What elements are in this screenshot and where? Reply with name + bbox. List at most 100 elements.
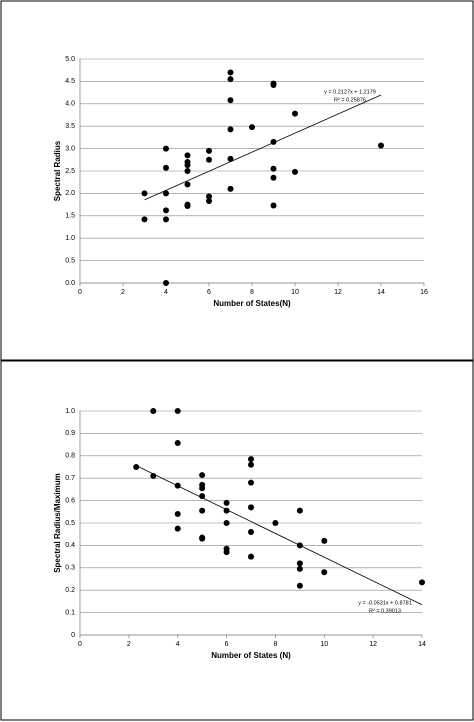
x-tick-label: 4	[164, 289, 168, 296]
point	[227, 76, 234, 83]
point	[248, 461, 254, 468]
point	[174, 511, 181, 518]
x-tick-label: 6	[225, 641, 229, 648]
point	[163, 190, 169, 197]
trendline	[136, 465, 423, 606]
point	[163, 207, 169, 214]
x-tick-label: 2	[127, 641, 131, 648]
point	[270, 165, 277, 172]
x-tick-label: 0	[78, 289, 82, 296]
y-tick-label: 1.0	[65, 408, 75, 415]
y-tick-label: 0.5	[65, 520, 75, 527]
x-tick-label: 16	[420, 289, 428, 296]
point	[227, 185, 234, 192]
point	[206, 198, 212, 205]
trendline-equation: R² = 0.25876	[334, 97, 366, 103]
x-tick-label: 12	[334, 289, 342, 296]
y-tick-label: 0	[71, 632, 75, 639]
point	[248, 528, 254, 535]
point	[270, 174, 277, 181]
x-tick-label: 14	[377, 289, 385, 296]
point	[199, 485, 206, 492]
y-tick-label: 4.5	[65, 78, 75, 85]
point	[296, 565, 303, 572]
point	[227, 155, 234, 162]
y-tick-label: 3.0	[65, 145, 75, 152]
point	[184, 162, 191, 169]
point	[296, 582, 303, 589]
y-tick-label: 0.0	[65, 280, 75, 287]
y-axis-label: Spectral Radius/Maximum	[53, 473, 62, 573]
point	[270, 81, 277, 88]
point	[223, 520, 230, 526]
point	[199, 493, 206, 500]
point	[184, 152, 191, 159]
point	[292, 110, 298, 117]
x-tick-label: 10	[291, 289, 299, 296]
trendline-equation: y = -0.0531x + 0.8781	[358, 600, 412, 606]
point	[296, 507, 303, 514]
point	[227, 126, 234, 133]
point	[378, 142, 384, 149]
point	[227, 97, 234, 104]
point	[133, 464, 140, 470]
x-tick-label: 6	[207, 289, 211, 296]
point	[248, 456, 254, 463]
y-tick-label: 0.8	[65, 453, 75, 460]
trendline-equation: y = 0.2127x + 1.2179	[324, 89, 376, 95]
point	[163, 280, 169, 286]
point	[199, 472, 206, 479]
point	[150, 408, 157, 414]
point	[248, 504, 254, 511]
point	[292, 168, 298, 175]
y-tick-label: 4.0	[65, 101, 75, 108]
y-tick-label: 3.5	[65, 123, 75, 130]
x-tick-label: 10	[320, 641, 328, 648]
point	[321, 537, 328, 544]
point	[141, 216, 148, 223]
point	[248, 479, 254, 486]
y-axis-label: Spectral Radius	[53, 140, 62, 201]
point	[174, 525, 181, 532]
y-tick-label: 2.0	[65, 190, 75, 197]
point	[321, 569, 328, 576]
point	[206, 156, 212, 163]
x-tick-label: 14	[418, 641, 426, 648]
frame	[0, 360, 474, 721]
point	[296, 560, 303, 567]
x-tick-label: 2	[121, 289, 125, 296]
y-tick-label: 0.4	[65, 542, 75, 549]
y-tick-label: 1.0	[65, 235, 75, 242]
point	[163, 216, 169, 223]
y-tick-label: 2.5	[65, 168, 75, 175]
point	[223, 499, 230, 506]
x-tick-label: 12	[369, 641, 377, 648]
point	[419, 579, 425, 586]
y-tick-label: 0.5	[65, 257, 75, 264]
x-tick-label: 8	[273, 641, 277, 648]
point	[248, 553, 254, 560]
point	[249, 124, 255, 131]
point	[163, 164, 169, 171]
x-tick-label: 8	[250, 289, 254, 296]
y-tick-label: 5.0	[65, 56, 75, 63]
point	[227, 69, 234, 76]
y-tick-label: 0.1	[65, 609, 75, 616]
y-tick-label: 1.5	[65, 213, 75, 220]
point	[206, 147, 212, 154]
point	[223, 549, 230, 556]
x-tick-label: 0	[78, 641, 82, 648]
y-tick-label: 0.6	[65, 497, 75, 504]
point	[270, 202, 277, 209]
y-tick-label: 0.3	[65, 565, 75, 572]
point	[141, 190, 148, 197]
point	[174, 440, 181, 447]
x-axis-label: Number of States (N)	[211, 651, 291, 660]
y-tick-label: 0.7	[65, 475, 75, 482]
point	[206, 193, 212, 200]
x-axis-label: Number of States(N)	[213, 299, 291, 308]
point	[174, 408, 181, 414]
trendline	[144, 94, 382, 201]
y-tick-label: 0.9	[65, 430, 75, 437]
